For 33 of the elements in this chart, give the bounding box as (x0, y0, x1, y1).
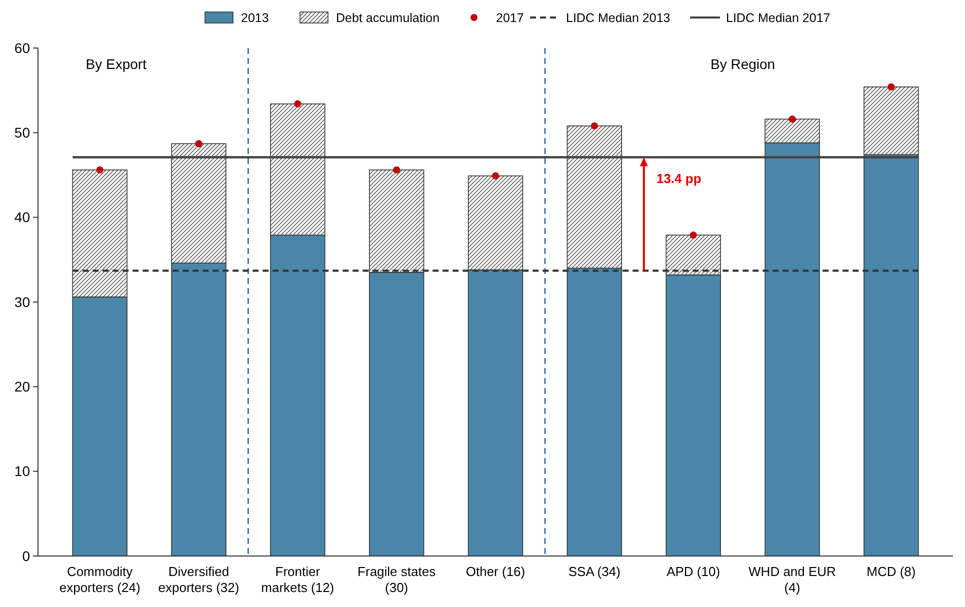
x-tick-label: APD (10) (666, 564, 720, 579)
x-tick-label: Frontier markets (12) (261, 564, 334, 595)
point (294, 100, 302, 108)
x-tick-label: Other (16) (466, 564, 526, 579)
point (393, 166, 400, 174)
y-tick-label: 0 (22, 548, 30, 564)
y-tick-label: 60 (14, 40, 30, 56)
point (690, 232, 697, 239)
point (590, 122, 598, 130)
annotation: By Region (710, 56, 776, 72)
x-tick-label: MCD (8) (866, 564, 916, 579)
legend-label: LIDC Median 2013 (566, 11, 670, 25)
point (195, 140, 202, 148)
x-tick-label: SSA (34) (568, 564, 620, 579)
x-tick-label: WHD and EUR (4) (748, 564, 836, 595)
y-tick-label: 30 (14, 294, 30, 310)
x-tick-label: Diversified exporters (32) (158, 564, 240, 595)
legend-label: Debt accumulation (336, 11, 440, 25)
x-tick-label: Fragile states (30) (358, 564, 436, 595)
annotation: By Export (86, 56, 147, 72)
point (888, 83, 895, 91)
legend-label: LIDC Median 2017 (726, 11, 830, 25)
legend-label: 2013 (241, 11, 269, 25)
annotation: 13.4 pp (656, 171, 702, 186)
legend-label: 2017 (496, 11, 524, 25)
y-tick-label: 10 (14, 463, 30, 480)
point (96, 166, 104, 174)
y-tick-label: 50 (14, 124, 30, 141)
point (788, 116, 796, 123)
y-tick-label: 20 (14, 378, 30, 395)
y-tick-label: 40 (14, 209, 30, 226)
x-tick-label: Commodity exporters (24) (59, 564, 140, 595)
point (492, 172, 500, 180)
